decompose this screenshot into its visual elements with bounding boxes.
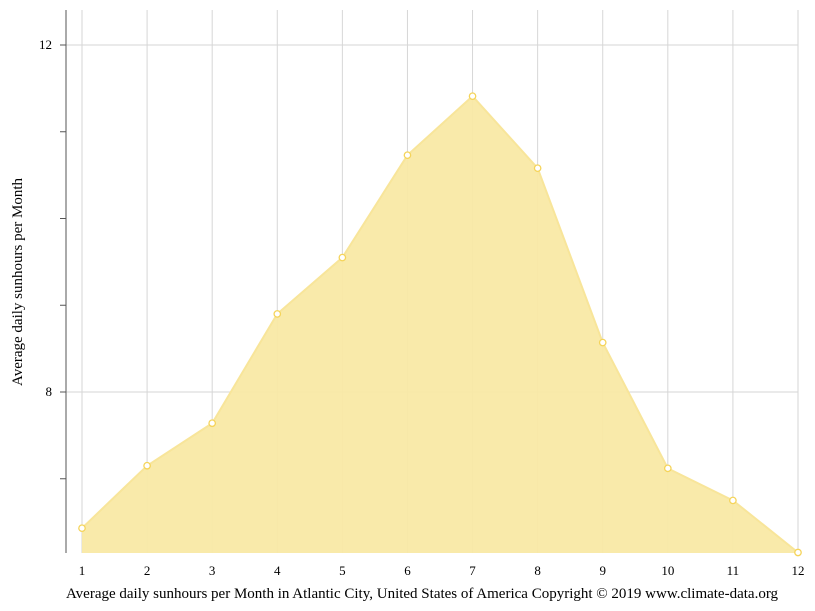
data-point bbox=[663, 464, 672, 473]
x-tick-label: 1 bbox=[79, 563, 86, 578]
y-axis-title: Average daily sunhours per Month bbox=[10, 178, 26, 387]
data-point bbox=[598, 338, 607, 347]
data-point bbox=[468, 92, 477, 101]
x-tick-label: 3 bbox=[209, 563, 216, 578]
x-tick-label: 5 bbox=[339, 563, 346, 578]
data-point bbox=[403, 151, 412, 160]
data-point bbox=[273, 310, 282, 318]
data-point bbox=[208, 419, 217, 428]
y-tick-label: 12 bbox=[39, 37, 52, 52]
x-tick-label: 10 bbox=[661, 563, 674, 578]
x-tick-label: 12 bbox=[792, 563, 805, 578]
x-tick-label: 4 bbox=[274, 563, 281, 578]
y-tick-label: 8 bbox=[46, 384, 53, 399]
axes bbox=[60, 10, 67, 553]
x-tick-label: 11 bbox=[727, 563, 740, 578]
data-points bbox=[78, 92, 802, 557]
data-point bbox=[729, 496, 737, 505]
x-tick-label: 9 bbox=[599, 563, 606, 578]
x-tick-label: 6 bbox=[404, 563, 411, 578]
area-fill bbox=[82, 96, 798, 554]
data-point bbox=[143, 461, 151, 470]
chart-caption: Average daily sunhours per Month in Atla… bbox=[66, 586, 779, 602]
series-line bbox=[81, 94, 799, 554]
plot-area bbox=[81, 94, 799, 554]
data-point bbox=[794, 548, 802, 557]
data-point bbox=[78, 524, 86, 533]
x-tick-label: 8 bbox=[534, 563, 541, 578]
data-point bbox=[533, 164, 542, 173]
data-point bbox=[338, 253, 347, 262]
x-tick-label: 2 bbox=[144, 563, 151, 578]
x-tick-label: 7 bbox=[469, 563, 476, 578]
